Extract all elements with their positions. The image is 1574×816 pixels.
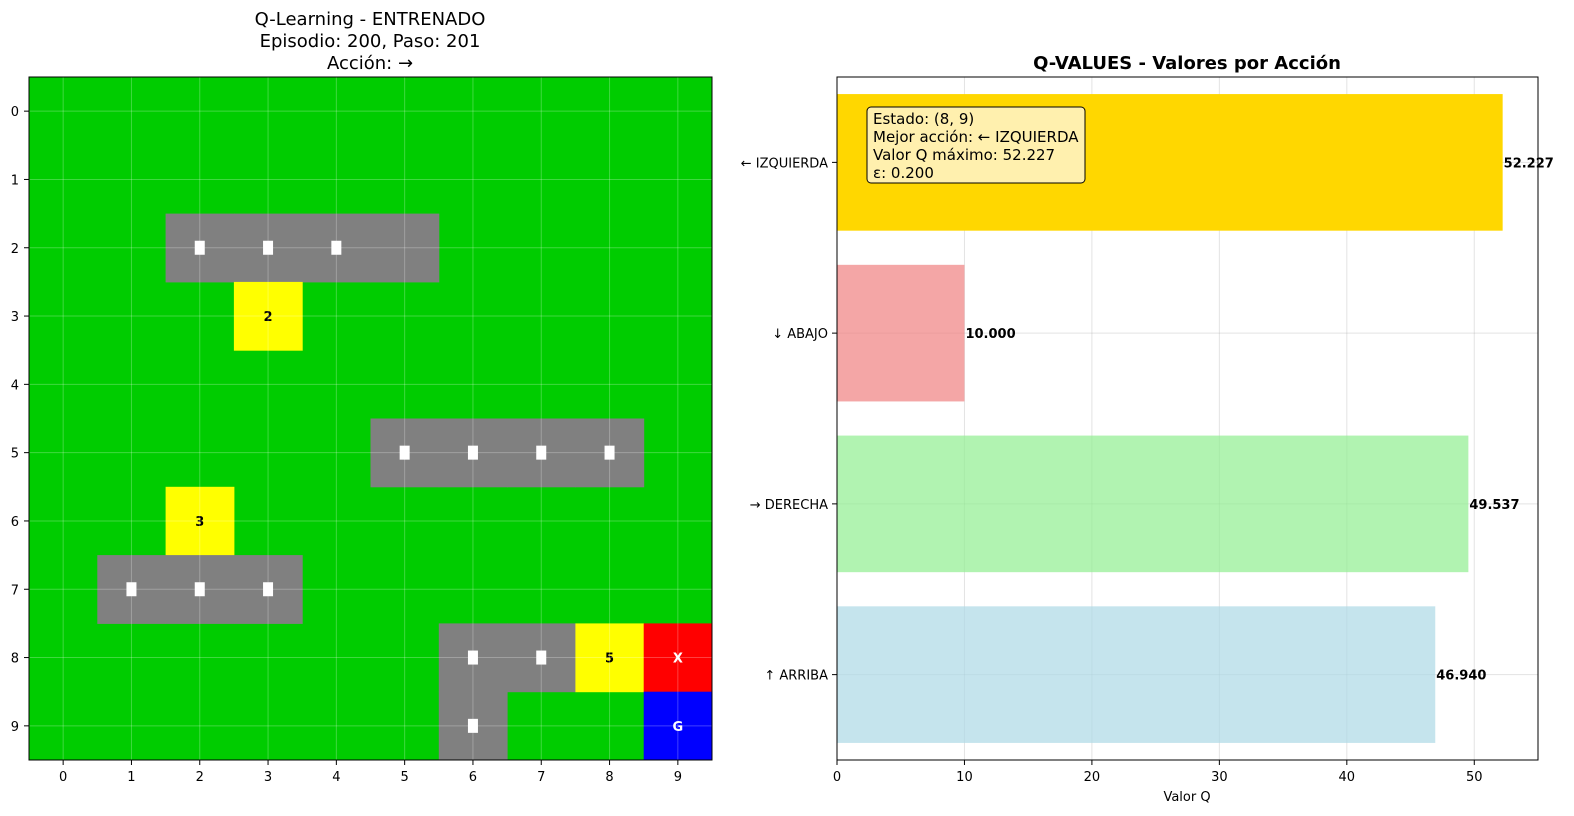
grid-y-tick-label: 8 [11, 652, 19, 667]
bar-frame [836, 76, 1539, 761]
grid-x-tick-label: 3 [264, 770, 272, 785]
grid-x-tick-label: 7 [537, 770, 545, 785]
grid-world-panel: Q-Learning - ENTRENADO Episodio: 200, Pa… [11, 9, 713, 785]
grid-x-tick-label: 8 [605, 770, 613, 785]
grid-frame [28, 76, 713, 761]
grid-x-axis: 0 1 2 3 4 5 6 7 8 9 [59, 760, 682, 785]
road-marker [467, 445, 478, 460]
state-info-box: Estado: (8, 9)Mejor acción: ← IZQUIERDAV… [866, 106, 1086, 184]
bar-x-tick-label: 40 [1339, 770, 1356, 785]
goal-cell [643, 691, 713, 761]
road-marker [194, 582, 205, 597]
road-marker [331, 240, 342, 255]
grid-y-tick-label: 6 [11, 515, 19, 530]
grid-y-tick-label: 5 [11, 447, 19, 462]
bar-x-tick-label: 10 [956, 770, 973, 785]
reward-cell-label: 3 [195, 515, 204, 530]
road-marker [399, 445, 410, 460]
bar-value-label: 46.940 [1436, 669, 1486, 684]
grid-x-tick-label: 1 [127, 770, 135, 785]
info-box-line: Estado: (8, 9) [873, 110, 974, 128]
grid-title-line-1: Q-Learning - ENTRENADO [255, 9, 486, 30]
q-values-title: Q-VALUES - Valores por Acción [1033, 53, 1341, 74]
bar [837, 606, 1436, 743]
reward-cell [575, 623, 645, 693]
grid-title-line-3: Acción: → [327, 53, 413, 74]
reward-cell-label: 5 [605, 652, 614, 667]
road-marker [194, 240, 205, 255]
bar-y-tick-label: ↑ ARRIBA [764, 669, 828, 684]
grid-y-tick-label: 9 [11, 720, 19, 735]
road-marker [467, 718, 478, 733]
grid-y-tick-label: 4 [11, 378, 19, 393]
road-marker [126, 582, 137, 597]
grid-y-tick-label: 3 [11, 310, 19, 325]
info-box-line: Mejor acción: ← IZQUIERDA [873, 128, 1079, 146]
grid-title-line-2: Episodio: 200, Paso: 201 [260, 31, 481, 52]
bar-x-tick-label: 0 [833, 770, 841, 785]
grid-x-tick-label: 2 [196, 770, 204, 785]
bar [837, 435, 1469, 573]
q-values-panel: Q-VALUES - Valores por Acción 46.940 49.5… [741, 53, 1554, 805]
road-marker [467, 650, 478, 665]
grid-x-tick-label: 0 [59, 770, 67, 785]
road-marker [536, 650, 547, 665]
reward-cell [165, 486, 235, 556]
bar-y-tick-label: → DERECHA [750, 498, 828, 513]
grid-y-tick-label: 2 [11, 242, 19, 257]
bar-x-axis: 0 10 20 30 40 50 [833, 760, 1483, 785]
info-box-background [866, 106, 1086, 184]
agent-cell-label: X [673, 652, 683, 667]
bar-value-label: 10.000 [965, 327, 1015, 342]
info-box-line: Valor Q máximo: 52.227 [873, 146, 1055, 164]
grid-y-tick-label: 1 [11, 173, 19, 188]
goal-cell-label: G [673, 720, 684, 735]
bar-y-tick-label: ← IZQUIERDA [741, 156, 828, 171]
grid-y-tick-label: 0 [11, 105, 19, 120]
road-marker [263, 582, 274, 597]
grid-gridlines [29, 77, 712, 760]
bar-x-tick-label: 50 [1466, 770, 1483, 785]
grid-cells: 2 3 5 X G [29, 77, 713, 761]
bar-x-axis-label: Valor Q [1163, 790, 1210, 805]
grid-y-tick-label: 7 [11, 583, 19, 598]
reward-cell [233, 281, 303, 351]
grid-x-tick-label: 9 [674, 770, 682, 785]
road-marker [263, 240, 274, 255]
bar-y-tick-label: ↓ ABAJO [772, 327, 828, 342]
road-marker [536, 445, 547, 460]
bar [837, 264, 965, 402]
grid-x-tick-label: 5 [401, 770, 409, 785]
bar-y-axis: ↑ ARRIBA → DERECHA ↓ ABAJO ← IZQUIERDA [741, 156, 837, 684]
grid-y-axis: 0 1 2 3 4 5 6 7 8 9 [11, 105, 29, 735]
reward-cell-label: 2 [264, 310, 273, 325]
grid-x-tick-label: 4 [332, 770, 340, 785]
road-marker [604, 445, 615, 460]
agent-cell [643, 623, 713, 693]
road-cell [370, 213, 440, 283]
bar-series: 46.940 49.537 10.000 52.227 [837, 94, 1554, 743]
grid-x-tick-label: 6 [469, 770, 477, 785]
bar-value-label: 52.227 [1504, 156, 1554, 171]
info-box-line: ε: 0.200 [873, 164, 934, 182]
bar-x-tick-label: 20 [1084, 770, 1101, 785]
bar-value-label: 49.537 [1469, 498, 1519, 513]
bar-x-tick-label: 30 [1211, 770, 1228, 785]
